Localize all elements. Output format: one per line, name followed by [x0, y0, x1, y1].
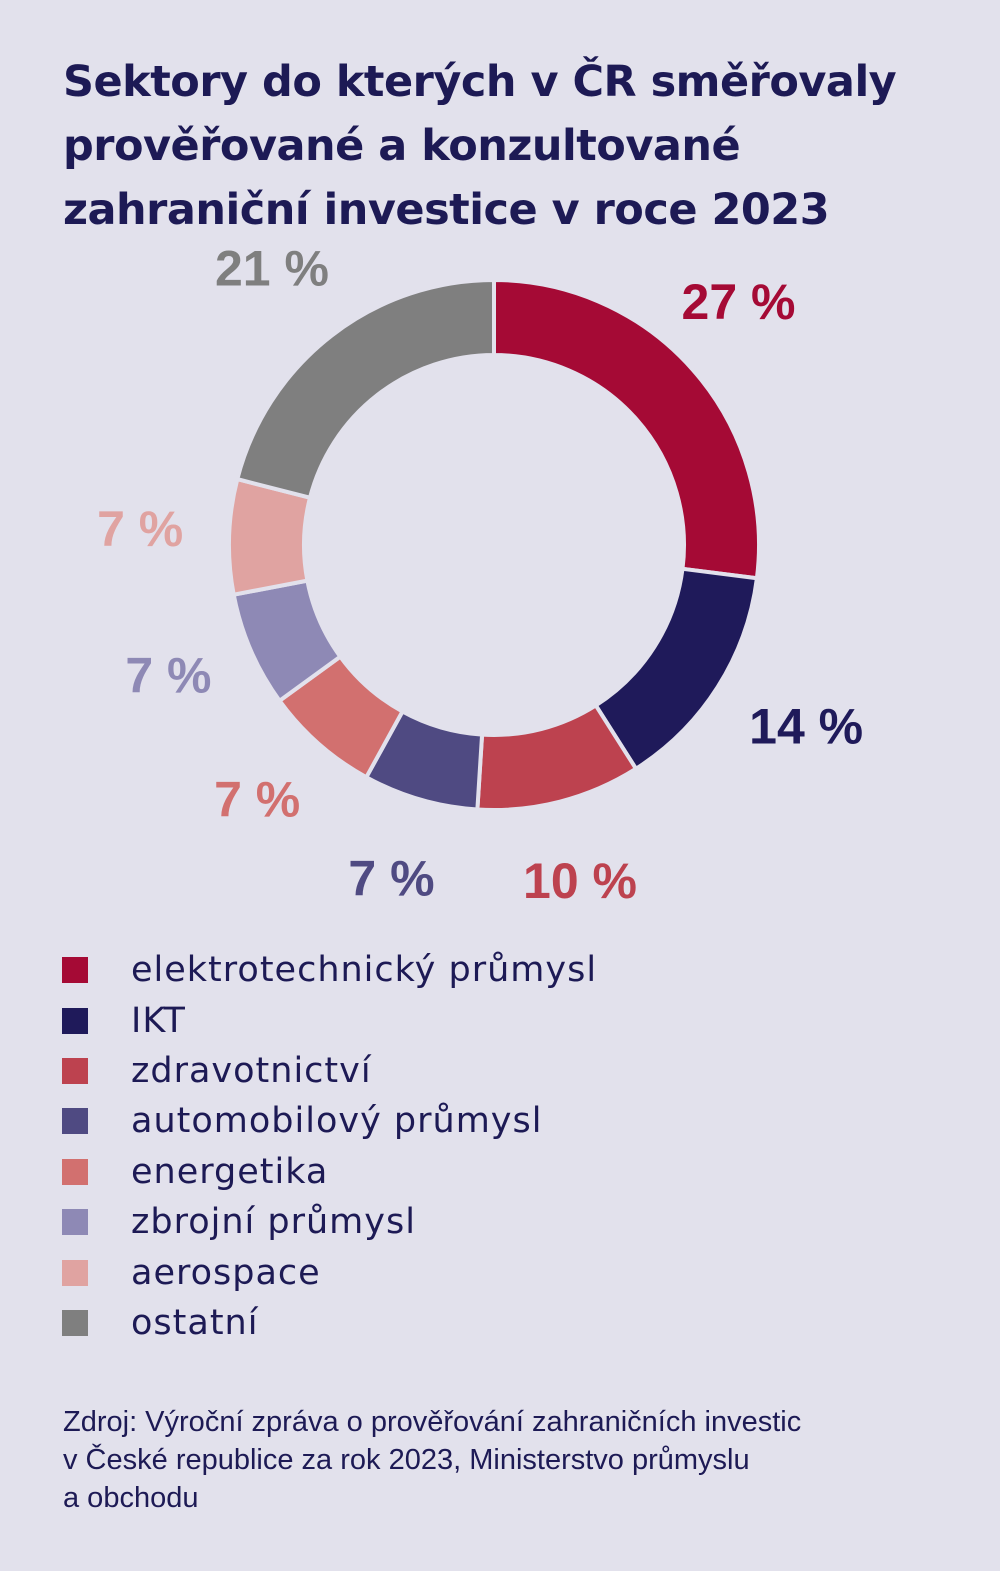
legend-item: zbrojní průmysl: [62, 1197, 597, 1247]
slice-percent-label: 7 %: [214, 772, 300, 828]
legend-item: aerospace: [62, 1247, 597, 1297]
slice-percent-label: 7 %: [348, 850, 434, 906]
chart-title-line-1: Sektory do kterých v ČR směřovaly: [63, 57, 897, 107]
source-line-3: a obchodu: [63, 1482, 199, 1514]
slice-percent-label: 14 %: [749, 698, 863, 754]
chart-legend: elektrotechnický průmysl IKT zdravotnict…: [62, 945, 597, 1348]
legend-label: automobilový průmysl: [131, 1101, 543, 1142]
chart-title-line-3: zahraniční investice v roce 2023: [63, 185, 830, 235]
legend-swatch: [62, 1108, 88, 1135]
donut-slice: [492, 277, 761, 581]
legend-item: IKT: [62, 995, 597, 1045]
legend-swatch: [62, 1158, 88, 1185]
legend-swatch: [62, 1057, 88, 1084]
legend-swatch: [62, 1209, 88, 1236]
legend-swatch: [62, 1259, 88, 1286]
legend-swatch: [62, 1309, 88, 1336]
donut-slice: [593, 566, 760, 772]
slice-percent-label: 7 %: [97, 501, 183, 557]
legend-label: IKT: [131, 1000, 186, 1041]
legend-label: energetika: [131, 1151, 329, 1192]
legend-label: ostatní: [131, 1302, 259, 1343]
legend-label: zdravotnictví: [131, 1050, 372, 1091]
legend-swatch: [62, 1007, 88, 1034]
legend-item: ostatní: [62, 1298, 597, 1348]
donut-slice: [234, 277, 496, 501]
legend-swatch: [62, 957, 88, 984]
legend-label: aerospace: [131, 1252, 321, 1293]
legend-item: automobilový průmysl: [62, 1096, 597, 1146]
slice-percent-label: 7 %: [125, 647, 211, 703]
slice-percent-label: 21 %: [215, 250, 329, 297]
legend-label: zbrojní průmysl: [131, 1202, 416, 1243]
source-line-2: v České republice za rok 2023, Ministers…: [63, 1444, 750, 1476]
slice-percent-label: 10 %: [523, 853, 637, 909]
slice-percent-label: 27 %: [682, 274, 796, 330]
legend-item: energetika: [62, 1147, 597, 1197]
source-note: Zdroj: Výroční zpráva o prověřování zahr…: [63, 1403, 943, 1517]
legend-label: elektrotechnický průmysl: [131, 950, 598, 991]
legend-item: zdravotnictví: [62, 1046, 597, 1096]
legend-item: elektrotechnický průmysl: [62, 945, 597, 995]
donut-chart: 27 % 14 % 10 % 7 % 7 % 7 % 7 % 21 %: [97, 250, 863, 909]
source-line-1: Zdroj: Výroční zpráva o prověřování zahr…: [63, 1406, 802, 1438]
chart-title: Sektory do kterých v ČR směřovaly prověř…: [63, 50, 963, 242]
chart-title-line-2: prověřované a konzultované: [63, 121, 741, 171]
